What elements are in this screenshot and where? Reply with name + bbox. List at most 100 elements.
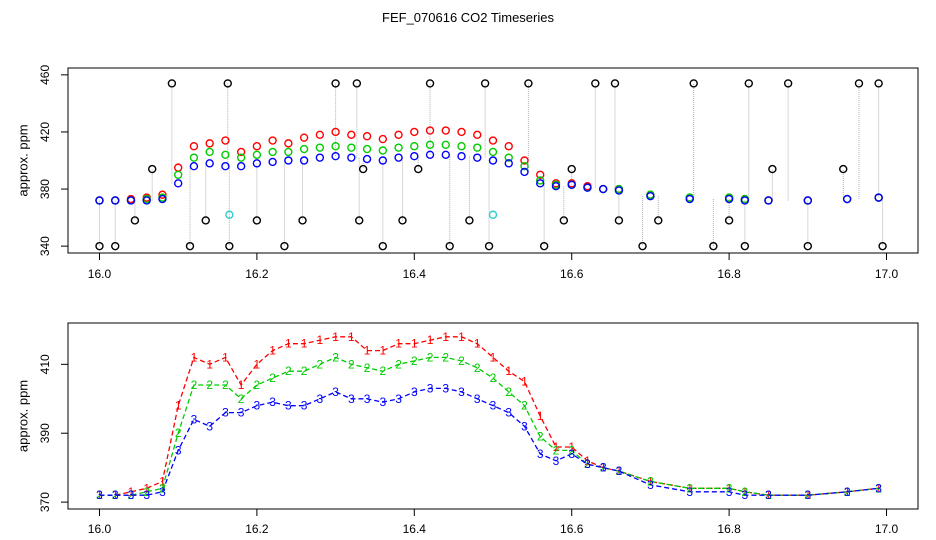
- x-tick-label: 16.2: [245, 267, 269, 281]
- outlier-point: [539, 241, 549, 251]
- series-3-point-label: 3: [285, 399, 292, 413]
- series-1-point-label: 1: [875, 481, 882, 495]
- series-1-point: [457, 127, 466, 137]
- outlier-point: [148, 164, 157, 174]
- series-3-point-label: 3: [647, 478, 654, 492]
- series-2-point-label: 2: [875, 481, 882, 495]
- series-3-point: [598, 184, 608, 194]
- outlier-point: [803, 241, 813, 251]
- series-3-point-label: 3: [505, 406, 512, 420]
- series-1-point-label: 1: [364, 344, 371, 358]
- series-2-point-label: 2: [317, 357, 324, 371]
- series-1-point-label: 1: [285, 337, 292, 351]
- series-2-point: [252, 150, 262, 159]
- series-2-point-label: 2: [505, 385, 512, 399]
- series-3-point-label: 3: [537, 447, 544, 461]
- series-3-point-label: 3: [844, 485, 851, 499]
- series-1-point-label: 1: [348, 330, 355, 344]
- series-2-point: [473, 143, 482, 152]
- outlier-point: [878, 241, 887, 251]
- series-3-point: [473, 153, 482, 162]
- series-3-point-label: 3: [301, 399, 308, 413]
- series-1-point-label: 1: [616, 464, 623, 478]
- bottom-panel: 16.0 16.2 16.4 16.6 16.8 17.0 370 390 410 approx.…: [15, 322, 919, 536]
- outlier-point: [225, 241, 234, 251]
- x-tick-label: 17.0: [875, 522, 899, 536]
- series-1-point: [488, 136, 498, 145]
- series-2-point-label: 2: [537, 430, 544, 444]
- outlier-point: [567, 164, 576, 174]
- series-3-point: [536, 179, 545, 188]
- flagged-point: [225, 210, 234, 219]
- series-1-point: [473, 130, 482, 140]
- series-1-point-label: 1: [584, 454, 591, 468]
- outlier-point: [445, 241, 454, 251]
- series-2-point: [173, 170, 183, 179]
- series-2-point: [331, 142, 340, 151]
- outlier-point: [709, 241, 718, 251]
- outlier-point: [591, 79, 600, 88]
- outlier-point: [638, 241, 647, 251]
- top-panel: 16.0 16.2 16.4 16.6 16.8 17.0 340 380 420 460 appr…: [15, 65, 919, 281]
- series-1-point: [362, 132, 372, 141]
- y-tick-label: 460: [38, 65, 52, 85]
- series-1-point-label: 1: [269, 344, 276, 358]
- series-1-point: [520, 156, 529, 165]
- series-3-point: [410, 152, 419, 161]
- series-2-point-label: 2: [238, 392, 245, 406]
- series-3-point-label: 3: [553, 454, 560, 468]
- y-axis-label: approx. ppm: [15, 380, 30, 452]
- series-1-point-label: 1: [490, 350, 497, 364]
- series-3-point-label: 3: [348, 392, 355, 406]
- series-3-point: [378, 156, 388, 165]
- series-2-point-label: 2: [379, 364, 386, 378]
- series-2-point: [425, 140, 435, 149]
- series-3-point: [646, 191, 655, 201]
- series-3-point-label: 3: [584, 457, 591, 471]
- series-3-point: [803, 196, 813, 205]
- series-3-point: [173, 179, 183, 188]
- x-tick-label: 16.8: [717, 267, 741, 281]
- series-3-point: [520, 167, 529, 177]
- outlier-point: [425, 79, 435, 88]
- series-1-point: [394, 130, 403, 140]
- series-3-point-label: 3: [474, 392, 481, 406]
- outlier-point: [378, 241, 388, 251]
- series-2-point-label: 2: [616, 464, 623, 478]
- series-1-point-label: 1: [128, 485, 135, 499]
- series-3-point-label: 3: [175, 443, 182, 457]
- series-2-point-label: 2: [490, 371, 497, 385]
- series-1-point-label: 1: [765, 488, 772, 502]
- series-3-point-label: 3: [269, 395, 276, 409]
- series-3-point: [315, 153, 325, 162]
- x-tick-label: 17.0: [875, 267, 899, 281]
- y-tick-label: 420: [38, 122, 52, 142]
- series-2-point-label: 2: [647, 474, 654, 488]
- series-3-point-label: 3: [442, 381, 449, 395]
- outlier-point: [854, 79, 864, 88]
- series-3-point: [504, 159, 513, 168]
- series-3-point: [142, 196, 151, 205]
- series-2-line: [99, 356, 879, 496]
- series-1-point: [299, 133, 309, 142]
- series-3-point-label: 3: [875, 481, 882, 495]
- series-3-point-label: 3: [159, 485, 166, 499]
- series-2-point: [189, 153, 199, 162]
- series-3-point: [95, 196, 104, 205]
- series-2-point: [378, 146, 388, 155]
- series-1-point: [284, 139, 293, 148]
- series-2-point-label: 2: [191, 378, 198, 392]
- outlier-point: [358, 164, 368, 174]
- x-tick-label: 16.0: [88, 522, 112, 536]
- series-2-point-label: 2: [765, 488, 772, 502]
- series-3-line: [99, 387, 879, 496]
- outlier-point: [414, 164, 423, 174]
- series-3-point-label: 3: [238, 406, 245, 420]
- series-1-point-label: 1: [175, 399, 182, 413]
- outlier-point: [480, 79, 490, 88]
- series-3-point-label: 3: [191, 412, 198, 426]
- series-2-point: [488, 147, 498, 157]
- series-3-point-label: 3: [317, 392, 324, 406]
- series-3-point-label: 3: [222, 406, 229, 420]
